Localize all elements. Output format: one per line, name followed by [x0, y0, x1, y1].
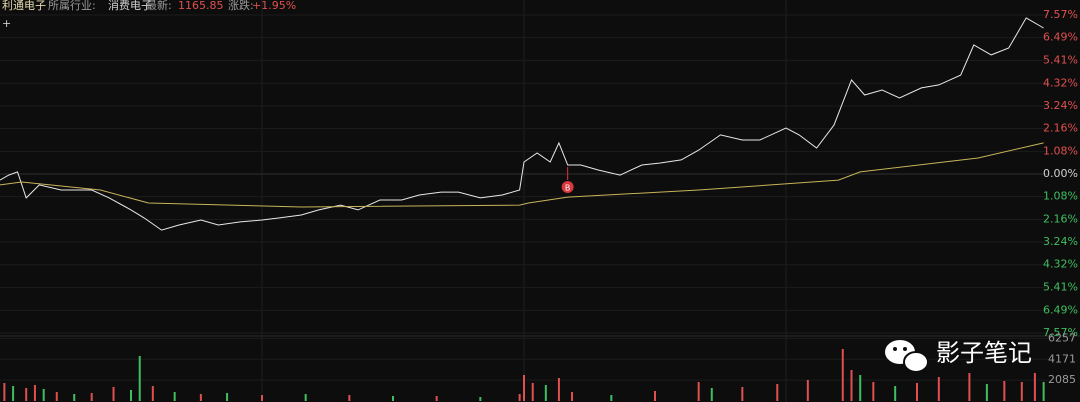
volume-bar	[348, 395, 351, 401]
volume-bar	[1042, 382, 1045, 401]
volume-bar	[518, 394, 521, 401]
crosshair-icon: +	[2, 17, 11, 30]
y-tick-label: 7.57%	[1043, 8, 1078, 21]
y-tick-label: 4171	[1048, 352, 1076, 365]
watermark: 影子笔记	[885, 339, 1032, 373]
y-tick-label: 1.08%	[1043, 190, 1078, 203]
volume-bar	[741, 387, 744, 401]
volume-bar	[25, 388, 28, 401]
volume-bar	[1033, 373, 1036, 401]
y-tick-label: 5.41%	[1043, 53, 1078, 66]
y-tick-label: 4.32%	[1043, 258, 1078, 271]
change-label: 涨跌:	[228, 0, 254, 12]
y-tick-label: 2085	[1048, 373, 1076, 386]
volume-bar	[531, 383, 534, 401]
volume-bar	[872, 382, 875, 401]
volume-bar	[697, 382, 700, 401]
volume-bar	[841, 349, 844, 401]
volume-bar	[806, 380, 809, 401]
volume-bar	[226, 393, 229, 401]
stock-name: 利通电子	[2, 0, 46, 12]
y-tick-label: 6.49%	[1043, 303, 1078, 316]
volume-bar	[392, 396, 394, 401]
y-tick-label: 1.08%	[1043, 144, 1078, 157]
volume-bar	[776, 384, 779, 401]
volume-bar	[55, 392, 58, 401]
volume-bar	[937, 377, 940, 401]
industry: 消费电子	[108, 0, 152, 12]
volume-bar	[138, 356, 141, 401]
volume-bar	[73, 394, 76, 401]
volume-bar	[571, 392, 574, 401]
wechat-icon	[903, 351, 929, 373]
volume-bar	[1020, 382, 1023, 401]
change: +1.95%	[252, 0, 296, 12]
volume-bar	[12, 386, 15, 401]
volume-bar	[304, 394, 307, 401]
marker	[561, 180, 574, 193]
volume-bar	[544, 385, 547, 401]
volume-bar	[199, 394, 202, 401]
wechat-icon	[893, 347, 897, 351]
volume-bar	[261, 395, 263, 401]
volume-bar	[3, 383, 6, 401]
y-tick-label: 2.16%	[1043, 122, 1078, 135]
volume-bar	[33, 385, 36, 401]
volume-bar	[557, 378, 560, 401]
industry-label: 所属行业:	[48, 0, 96, 12]
y-tick-label: 3.24%	[1043, 235, 1078, 248]
y-tick-label: 6257	[1048, 331, 1076, 344]
volume-bar	[42, 389, 45, 401]
y-tick-label: 2.16%	[1043, 212, 1078, 225]
volume-bar	[523, 375, 525, 401]
volume-bar	[850, 370, 853, 401]
volume-bar	[654, 391, 656, 401]
volume-bar	[173, 392, 176, 401]
y-tick-label: 3.24%	[1043, 99, 1078, 112]
volume-bar	[112, 387, 115, 401]
volume-bar	[859, 375, 862, 401]
y-tick-label: 7.57%	[1043, 326, 1078, 339]
volume-bar	[1003, 381, 1006, 401]
latest: 1165.85	[178, 0, 224, 12]
latest-label: 最新:	[146, 0, 172, 12]
y-tick-label: 0.00%	[1043, 167, 1078, 180]
volume-bar	[479, 397, 482, 401]
price-line	[0, 142, 1044, 208]
volume-bar	[710, 388, 713, 401]
y-tick-label: 6.49%	[1043, 31, 1078, 44]
wechat-icon	[903, 347, 907, 351]
marker-label: B	[565, 183, 571, 192]
volume-bar	[610, 395, 613, 401]
volume-bar	[894, 386, 897, 401]
y-tick-label: 4.32%	[1043, 76, 1078, 89]
volume-bar	[90, 393, 93, 401]
watermark-text: 影子笔记	[936, 339, 1032, 367]
volume-bar	[151, 386, 154, 401]
volume-bar	[985, 384, 988, 401]
price-line	[0, 17, 1044, 231]
volume-bar	[435, 396, 438, 401]
y-tick-label: 5.41%	[1043, 281, 1078, 294]
volume-bar	[916, 383, 918, 401]
volume-bar	[130, 390, 132, 401]
volume-bar	[968, 373, 971, 401]
